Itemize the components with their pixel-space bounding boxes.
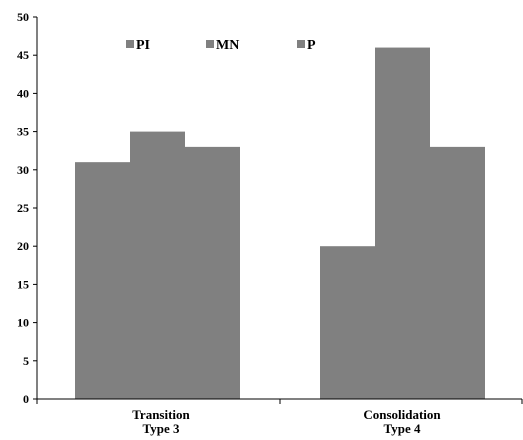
- legend-label-p: P: [307, 38, 316, 53]
- legend-swatch-mn: [206, 40, 214, 48]
- legend-label-mn: MN: [216, 38, 239, 53]
- y-tick-label-45: 45: [17, 48, 29, 62]
- bar-mn-0: [130, 131, 185, 399]
- legend-label-pi: PI: [136, 38, 150, 53]
- axes-group: 0 5 10 15 20 25 30 35 40 45 50 Transition Type 3 Cons…: [17, 10, 523, 436]
- bar-pi-1: [320, 246, 375, 399]
- category-label-1: Consolidation Type 4: [363, 407, 441, 436]
- bar-p-0: [185, 146, 240, 399]
- category-label-0: Transition Type 3: [132, 407, 190, 436]
- y-tick-label-30: 30: [17, 163, 29, 177]
- y-tick-label-35: 35: [17, 125, 29, 139]
- y-tick-label-40: 40: [17, 86, 29, 100]
- bars-group: [75, 47, 485, 400]
- bar-pi-0: [75, 162, 130, 399]
- bar-p-1: [430, 146, 485, 399]
- y-tick-label-15: 15: [17, 277, 29, 291]
- y-tick-label-10: 10: [17, 316, 29, 330]
- bar-mn-1: [375, 47, 430, 400]
- y-tick-label-20: 20: [17, 239, 29, 253]
- legend-swatch-p: [297, 40, 305, 48]
- y-tick-label-5: 5: [23, 354, 29, 368]
- y-tick-label-0: 0: [23, 392, 29, 406]
- y-tick-label-25: 25: [17, 201, 29, 215]
- legend: PI MN P: [126, 38, 316, 53]
- y-tick-label-50: 50: [17, 10, 29, 24]
- legend-swatch-pi: [126, 40, 134, 48]
